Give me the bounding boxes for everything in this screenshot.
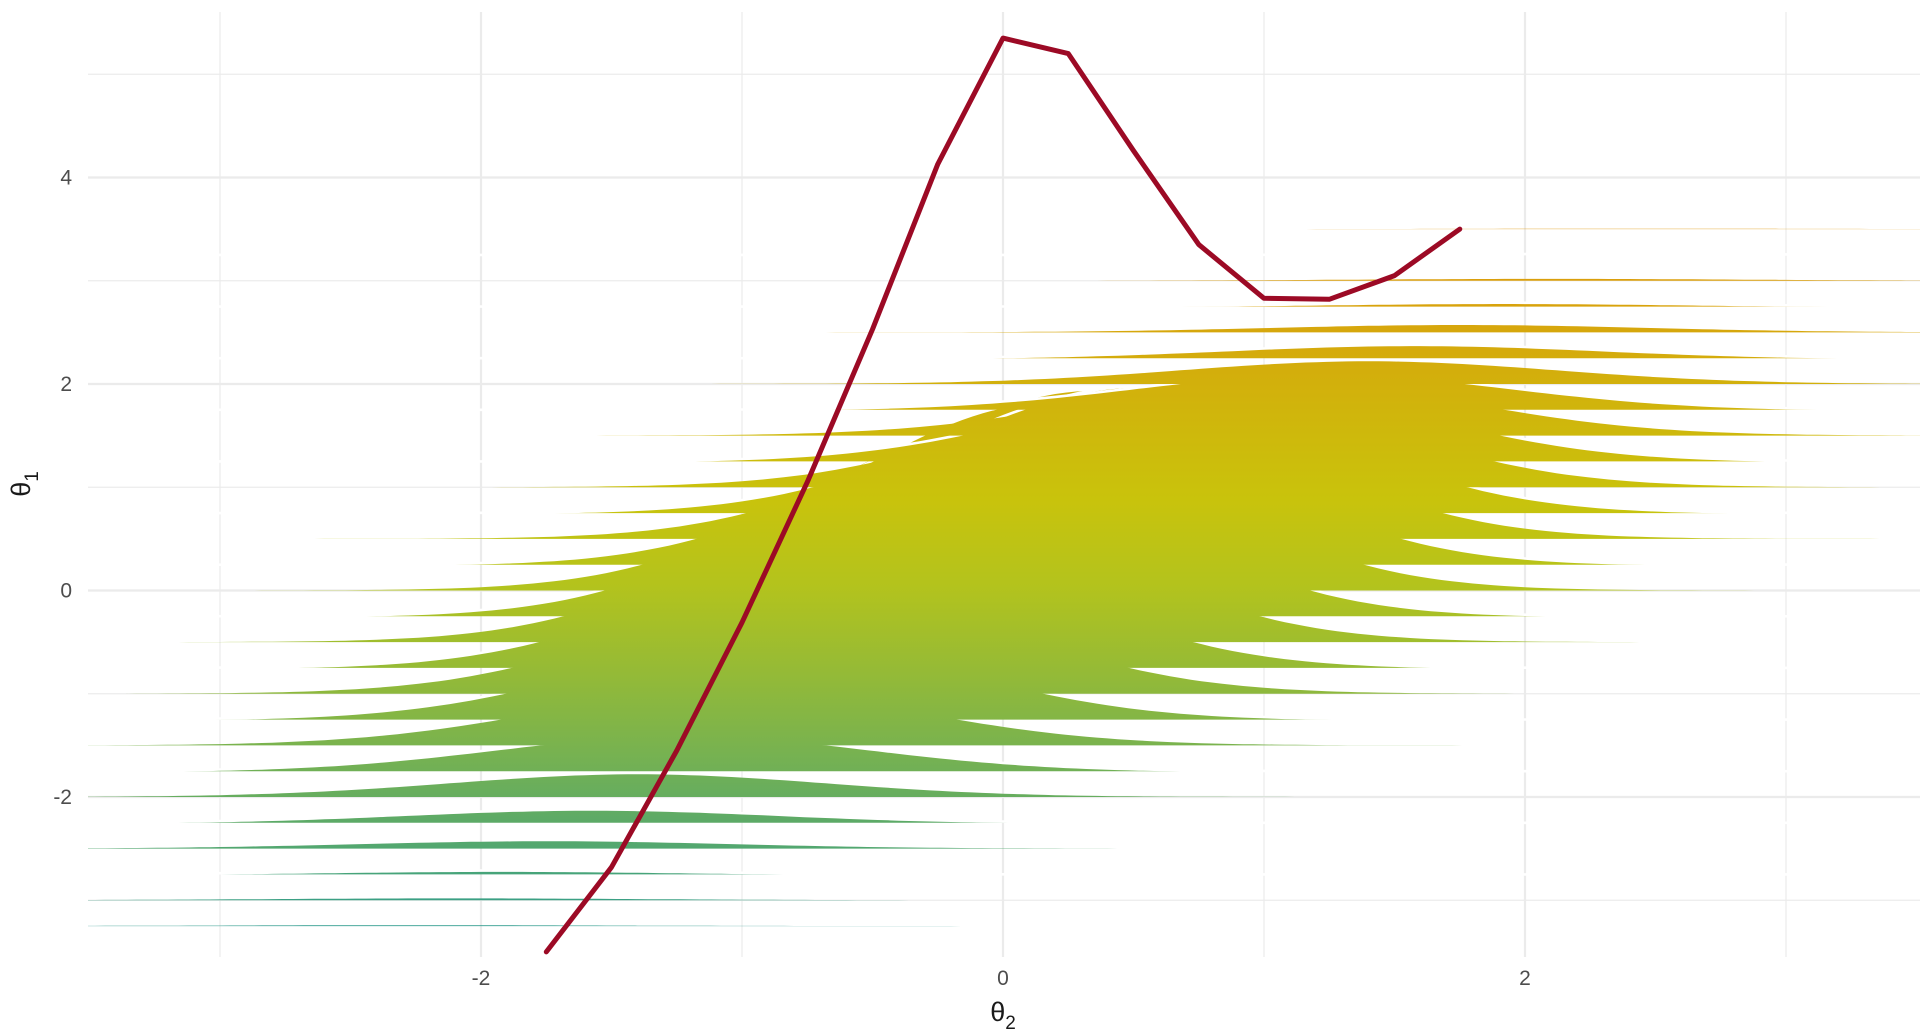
ridge-outline-24 <box>88 301 1920 308</box>
ridge-4 <box>88 809 1920 823</box>
ridge-8 <box>88 642 1920 720</box>
ridge-outline-22 <box>88 343 1920 360</box>
ridge-7 <box>88 690 1920 746</box>
ridge-19 <box>88 381 1920 436</box>
ridge-outline-16 <box>88 385 1920 515</box>
y-tick-label: -2 <box>53 786 72 809</box>
ridge-0 <box>88 925 1920 927</box>
ridge-outline-2 <box>88 869 1920 876</box>
ridge-outline-26 <box>88 252 1920 257</box>
ridge-5 <box>88 774 1920 797</box>
ridge-3 <box>88 841 1920 849</box>
ridge-outline-4 <box>88 808 1920 825</box>
ridge-25 <box>88 278 1920 281</box>
ridge-outline-20 <box>88 372 1920 412</box>
ridge-18 <box>88 384 1920 462</box>
ridge-outline-6 <box>88 733 1920 773</box>
ridge-22 <box>88 344 1920 359</box>
x-tick-label: -2 <box>472 967 491 990</box>
mean-curve-line <box>543 35 1463 955</box>
x-axis-title: θ2 <box>990 997 1016 1034</box>
ridge-1 <box>88 898 1920 901</box>
x-tick-label: 0 <box>997 967 1009 990</box>
ridge-23 <box>88 325 1920 333</box>
y-tick-label: 4 <box>60 167 72 190</box>
y-axis-title: θ1 <box>6 471 43 497</box>
mean-curve <box>543 35 1463 955</box>
ridges <box>88 228 1920 927</box>
x-tick-label: 2 <box>1519 967 1531 990</box>
ridge-21 <box>88 361 1920 384</box>
y-tick-label: 2 <box>60 373 72 396</box>
tick-labels: -2 0 2 -2 0 2 4 <box>53 167 1531 991</box>
y-tick-label: 0 <box>60 580 72 603</box>
